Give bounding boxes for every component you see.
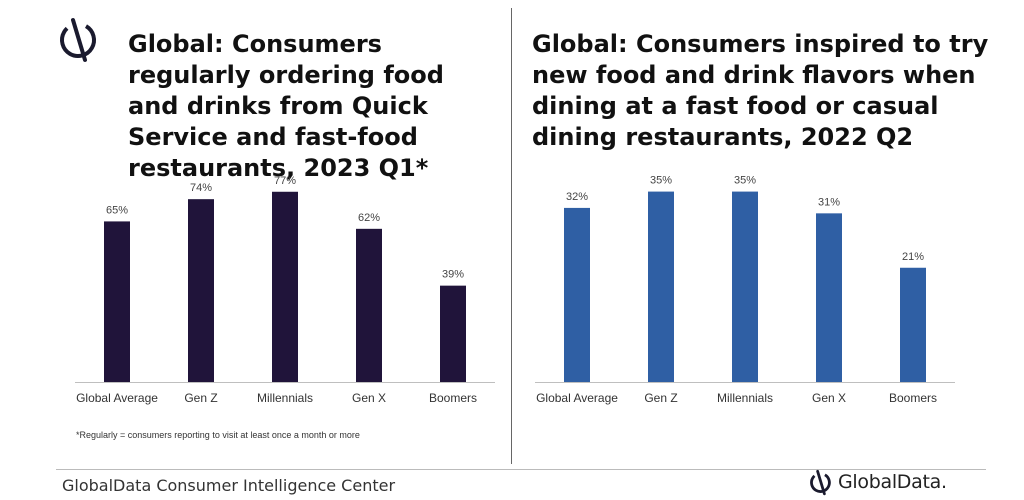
right-category-label: Global Average: [536, 391, 618, 405]
left-category-label: Boomers: [429, 391, 477, 405]
footer-source: GlobalData Consumer Intelligence Center: [62, 476, 396, 495]
left-data-label: 74%: [190, 182, 212, 194]
globaldata-logo-icon: [60, 18, 96, 62]
left-bar: [188, 199, 214, 382]
right-data-label: 21%: [902, 251, 924, 263]
left-data-label: 65%: [106, 204, 128, 216]
right-category-label: Gen X: [812, 391, 846, 405]
right-data-label: 31%: [818, 196, 840, 208]
brand-logo-icon: [810, 469, 831, 496]
right-bar: [900, 267, 926, 382]
left-bar: [272, 191, 298, 382]
left-category-label: Gen Z: [184, 391, 217, 405]
right-bar: [732, 191, 758, 382]
right-bar: [564, 207, 590, 382]
left-category-label: Millennials: [257, 391, 313, 405]
right-chart-svg: 32% Global Average 35% Gen Z 35% Millennials 3…: [535, 175, 955, 405]
left-category-label: Gen X: [352, 391, 386, 405]
right-bar-chart: 32% Global Average 35% Gen Z 35% Millennials 3…: [520, 160, 960, 415]
footnote: *Regularly = consumers reporting to visi…: [76, 430, 360, 440]
brand-name: GlobalData.: [838, 471, 947, 493]
vertical-divider: [511, 8, 512, 464]
right-chart-title: Global: Consumers inspired to try new fo…: [532, 30, 989, 151]
left-data-label: 62%: [358, 212, 380, 224]
left-category-label: Global Average: [76, 391, 158, 405]
left-chart-title: Global: Consumers regularly ordering foo…: [128, 30, 444, 182]
left-bar: [440, 285, 466, 382]
right-bar: [816, 213, 842, 382]
left-chart-svg: 65% Global Average 74% Gen Z 77% Millennials 6…: [75, 175, 495, 405]
left-bar: [104, 221, 130, 382]
right-data-label: 32%: [566, 191, 588, 203]
right-category-label: Millennials: [717, 391, 773, 405]
left-bar: [356, 228, 382, 382]
footer-divider: [56, 469, 986, 470]
left-data-label: 39%: [442, 269, 464, 281]
brand-logo: GlobalData.: [808, 468, 947, 496]
right-data-label: 35%: [734, 175, 756, 187]
left-bar-chart: 65% Global Average 74% Gen Z 77% Millennials 6…: [60, 160, 500, 415]
right-bar: [648, 191, 674, 382]
right-data-label: 35%: [650, 175, 672, 187]
left-data-label: 77%: [274, 175, 296, 187]
right-category-label: Gen Z: [644, 391, 677, 405]
right-category-label: Boomers: [889, 391, 937, 405]
